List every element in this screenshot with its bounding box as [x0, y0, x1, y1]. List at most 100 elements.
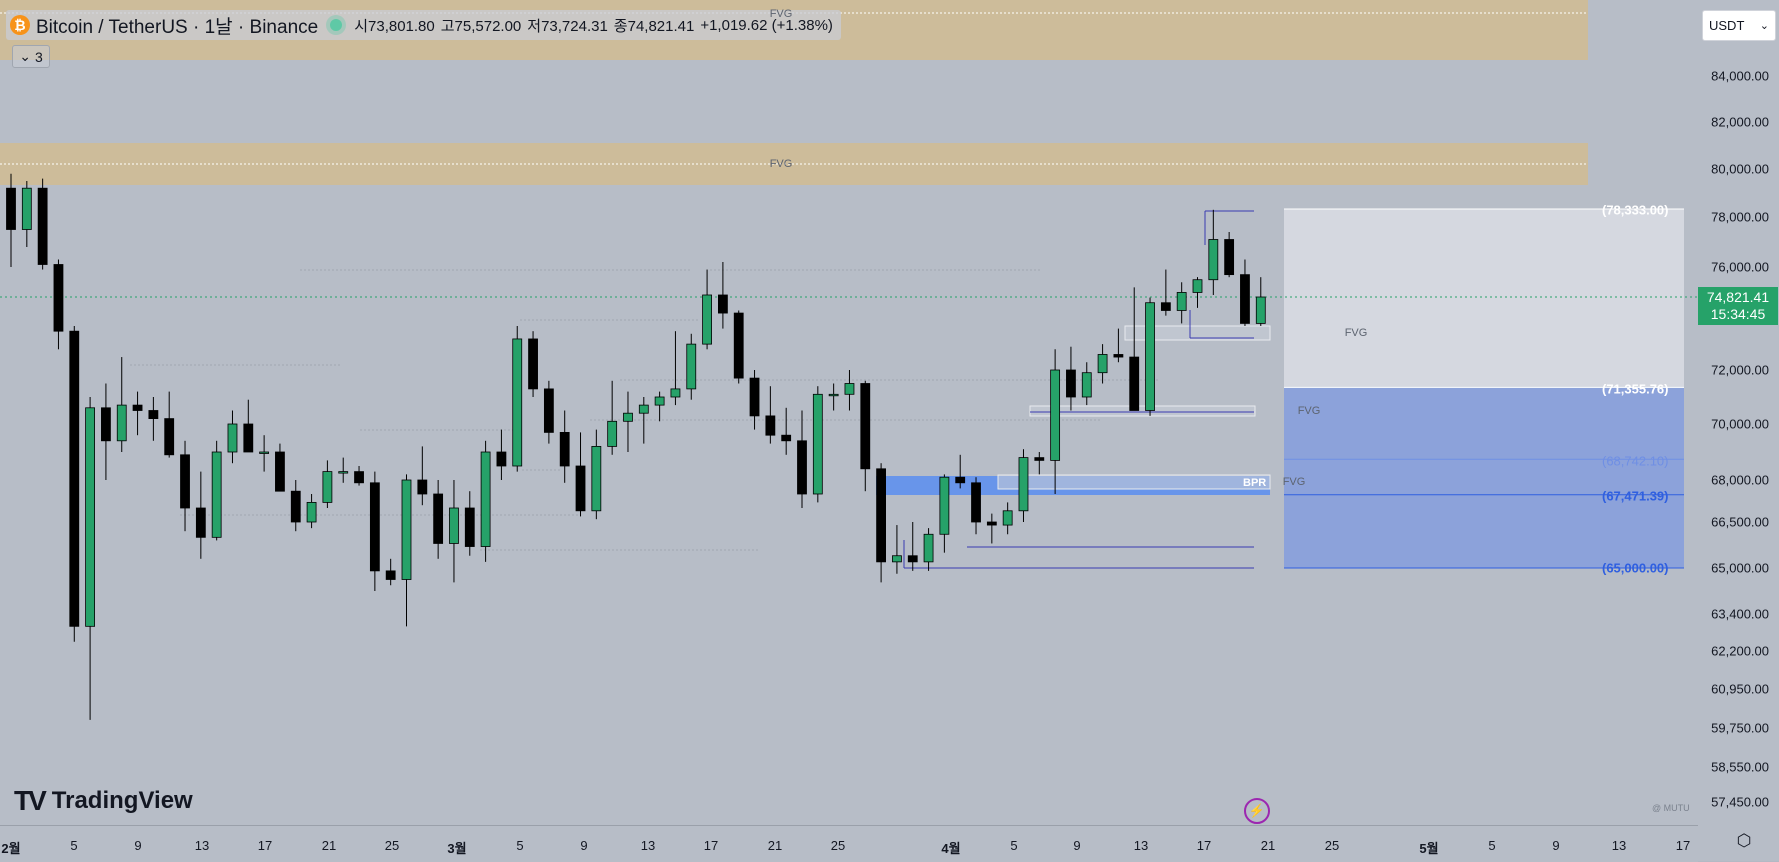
candle-body	[496, 451, 507, 467]
candle[interactable]	[1050, 349, 1061, 494]
price-axis[interactable]: 84,000.00 82,000.00 80,000.00 78,000.00 76,0…	[1698, 0, 1779, 861]
candle[interactable]	[53, 259, 64, 350]
candle[interactable]	[322, 460, 333, 508]
currency-select[interactable]: USDT ⌄	[1702, 10, 1776, 41]
candle[interactable]	[21, 181, 32, 247]
candle[interactable]	[37, 178, 48, 270]
candle[interactable]	[1145, 297, 1155, 416]
price-chart[interactable]	[0, 0, 1698, 825]
candle[interactable]	[512, 326, 523, 472]
candle[interactable]	[907, 522, 918, 571]
candle[interactable]	[923, 528, 934, 571]
candle-body	[1002, 510, 1013, 526]
candle[interactable]	[180, 440, 190, 532]
candle[interactable]	[385, 558, 396, 586]
candle[interactable]	[243, 399, 254, 453]
candle[interactable]	[828, 383, 839, 411]
candle[interactable]	[1066, 346, 1076, 411]
candle[interactable]	[6, 173, 16, 267]
candle[interactable]	[433, 480, 444, 559]
candle[interactable]	[844, 370, 855, 411]
candle[interactable]	[211, 440, 222, 541]
candle[interactable]	[1002, 502, 1013, 535]
candle[interactable]	[132, 391, 143, 436]
candle[interactable]	[1129, 287, 1140, 411]
time-axis-day-label: 21	[1260, 838, 1276, 853]
candle[interactable]	[354, 466, 364, 486]
lightning-icon[interactable]: ⚡	[1244, 798, 1270, 824]
candle[interactable]	[971, 477, 981, 535]
candle[interactable]	[464, 491, 475, 556]
time-axis-day-label: 5	[1488, 838, 1496, 853]
candle[interactable]	[749, 370, 760, 430]
symbol-title[interactable]: Bitcoin / TetherUS · 1날 · Binance	[36, 16, 319, 38]
candle[interactable]	[575, 432, 586, 517]
candle[interactable]	[148, 397, 159, 441]
candle[interactable]	[638, 397, 649, 444]
candle[interactable]	[1034, 452, 1045, 475]
chart-area[interactable]: ₿ Bitcoin / TetherUS · 1날 · Binance 시73,…	[0, 0, 1699, 825]
candle[interactable]	[812, 386, 823, 503]
candle[interactable]	[338, 457, 349, 483]
candle[interactable]	[955, 454, 966, 489]
tradingview-logo[interactable]: TV TradingView	[14, 785, 193, 817]
candle[interactable]	[259, 435, 270, 472]
candle[interactable]	[686, 333, 697, 400]
candle-body	[1050, 369, 1061, 461]
candle[interactable]	[986, 513, 997, 544]
candle-body	[1018, 457, 1029, 512]
candle[interactable]	[306, 494, 317, 529]
candle[interactable]	[860, 380, 871, 492]
candle[interactable]	[876, 463, 886, 583]
candle[interactable]	[607, 380, 618, 455]
candle[interactable]	[939, 474, 950, 553]
candle-body	[1224, 239, 1235, 276]
settings-gear-icon[interactable]: ⬡	[1736, 831, 1752, 850]
candle[interactable]	[702, 269, 712, 350]
candle[interactable]	[1113, 328, 1124, 363]
candle[interactable]	[164, 391, 175, 458]
candle[interactable]	[892, 525, 902, 574]
candle[interactable]	[781, 407, 792, 455]
candle[interactable]	[1081, 362, 1092, 406]
candle[interactable]	[480, 440, 491, 562]
candle[interactable]	[1097, 344, 1108, 384]
candle[interactable]	[1192, 277, 1203, 308]
candle[interactable]	[275, 443, 285, 492]
symbol-header[interactable]: ₿ Bitcoin / TetherUS · 1날 · Binance 시73,…	[6, 10, 841, 40]
candle[interactable]	[718, 262, 728, 329]
candle[interactable]	[101, 383, 111, 481]
candle[interactable]	[290, 480, 301, 532]
candle[interactable]	[69, 326, 80, 642]
candle[interactable]	[559, 410, 570, 483]
time-axis[interactable]: 2월 5 9 13 17 21 25 3월 5 9 13 17 21 25 4월 5 9 13 17 21 25 5월 5 9…	[0, 825, 1698, 862]
indicator-toggle-button[interactable]: ⌄ 3	[12, 45, 50, 68]
candle[interactable]	[591, 429, 602, 520]
candle[interactable]	[623, 391, 633, 452]
candle[interactable]	[654, 391, 665, 422]
candle[interactable]	[195, 471, 206, 559]
candle[interactable]	[1255, 277, 1266, 327]
candle[interactable]	[369, 471, 380, 591]
candle[interactable]	[227, 410, 238, 464]
candle[interactable]	[116, 357, 127, 452]
candle[interactable]	[1160, 269, 1171, 316]
candle[interactable]	[417, 446, 428, 506]
candle[interactable]	[496, 429, 507, 480]
candle[interactable]	[797, 410, 807, 509]
candle[interactable]	[1240, 259, 1250, 327]
candle[interactable]	[670, 331, 681, 406]
candle[interactable]	[543, 380, 554, 444]
candle[interactable]	[449, 480, 459, 583]
candle[interactable]	[1224, 232, 1235, 278]
candle[interactable]	[401, 474, 412, 627]
candle[interactable]	[528, 331, 538, 397]
candle[interactable]	[1208, 209, 1219, 295]
bpr-label: BPR	[1243, 477, 1267, 489]
candle[interactable]	[733, 310, 744, 384]
candle-body	[401, 479, 412, 580]
candle[interactable]	[1176, 282, 1187, 324]
candle[interactable]	[765, 386, 776, 444]
candle[interactable]	[1018, 449, 1029, 522]
candle[interactable]	[85, 397, 95, 720]
